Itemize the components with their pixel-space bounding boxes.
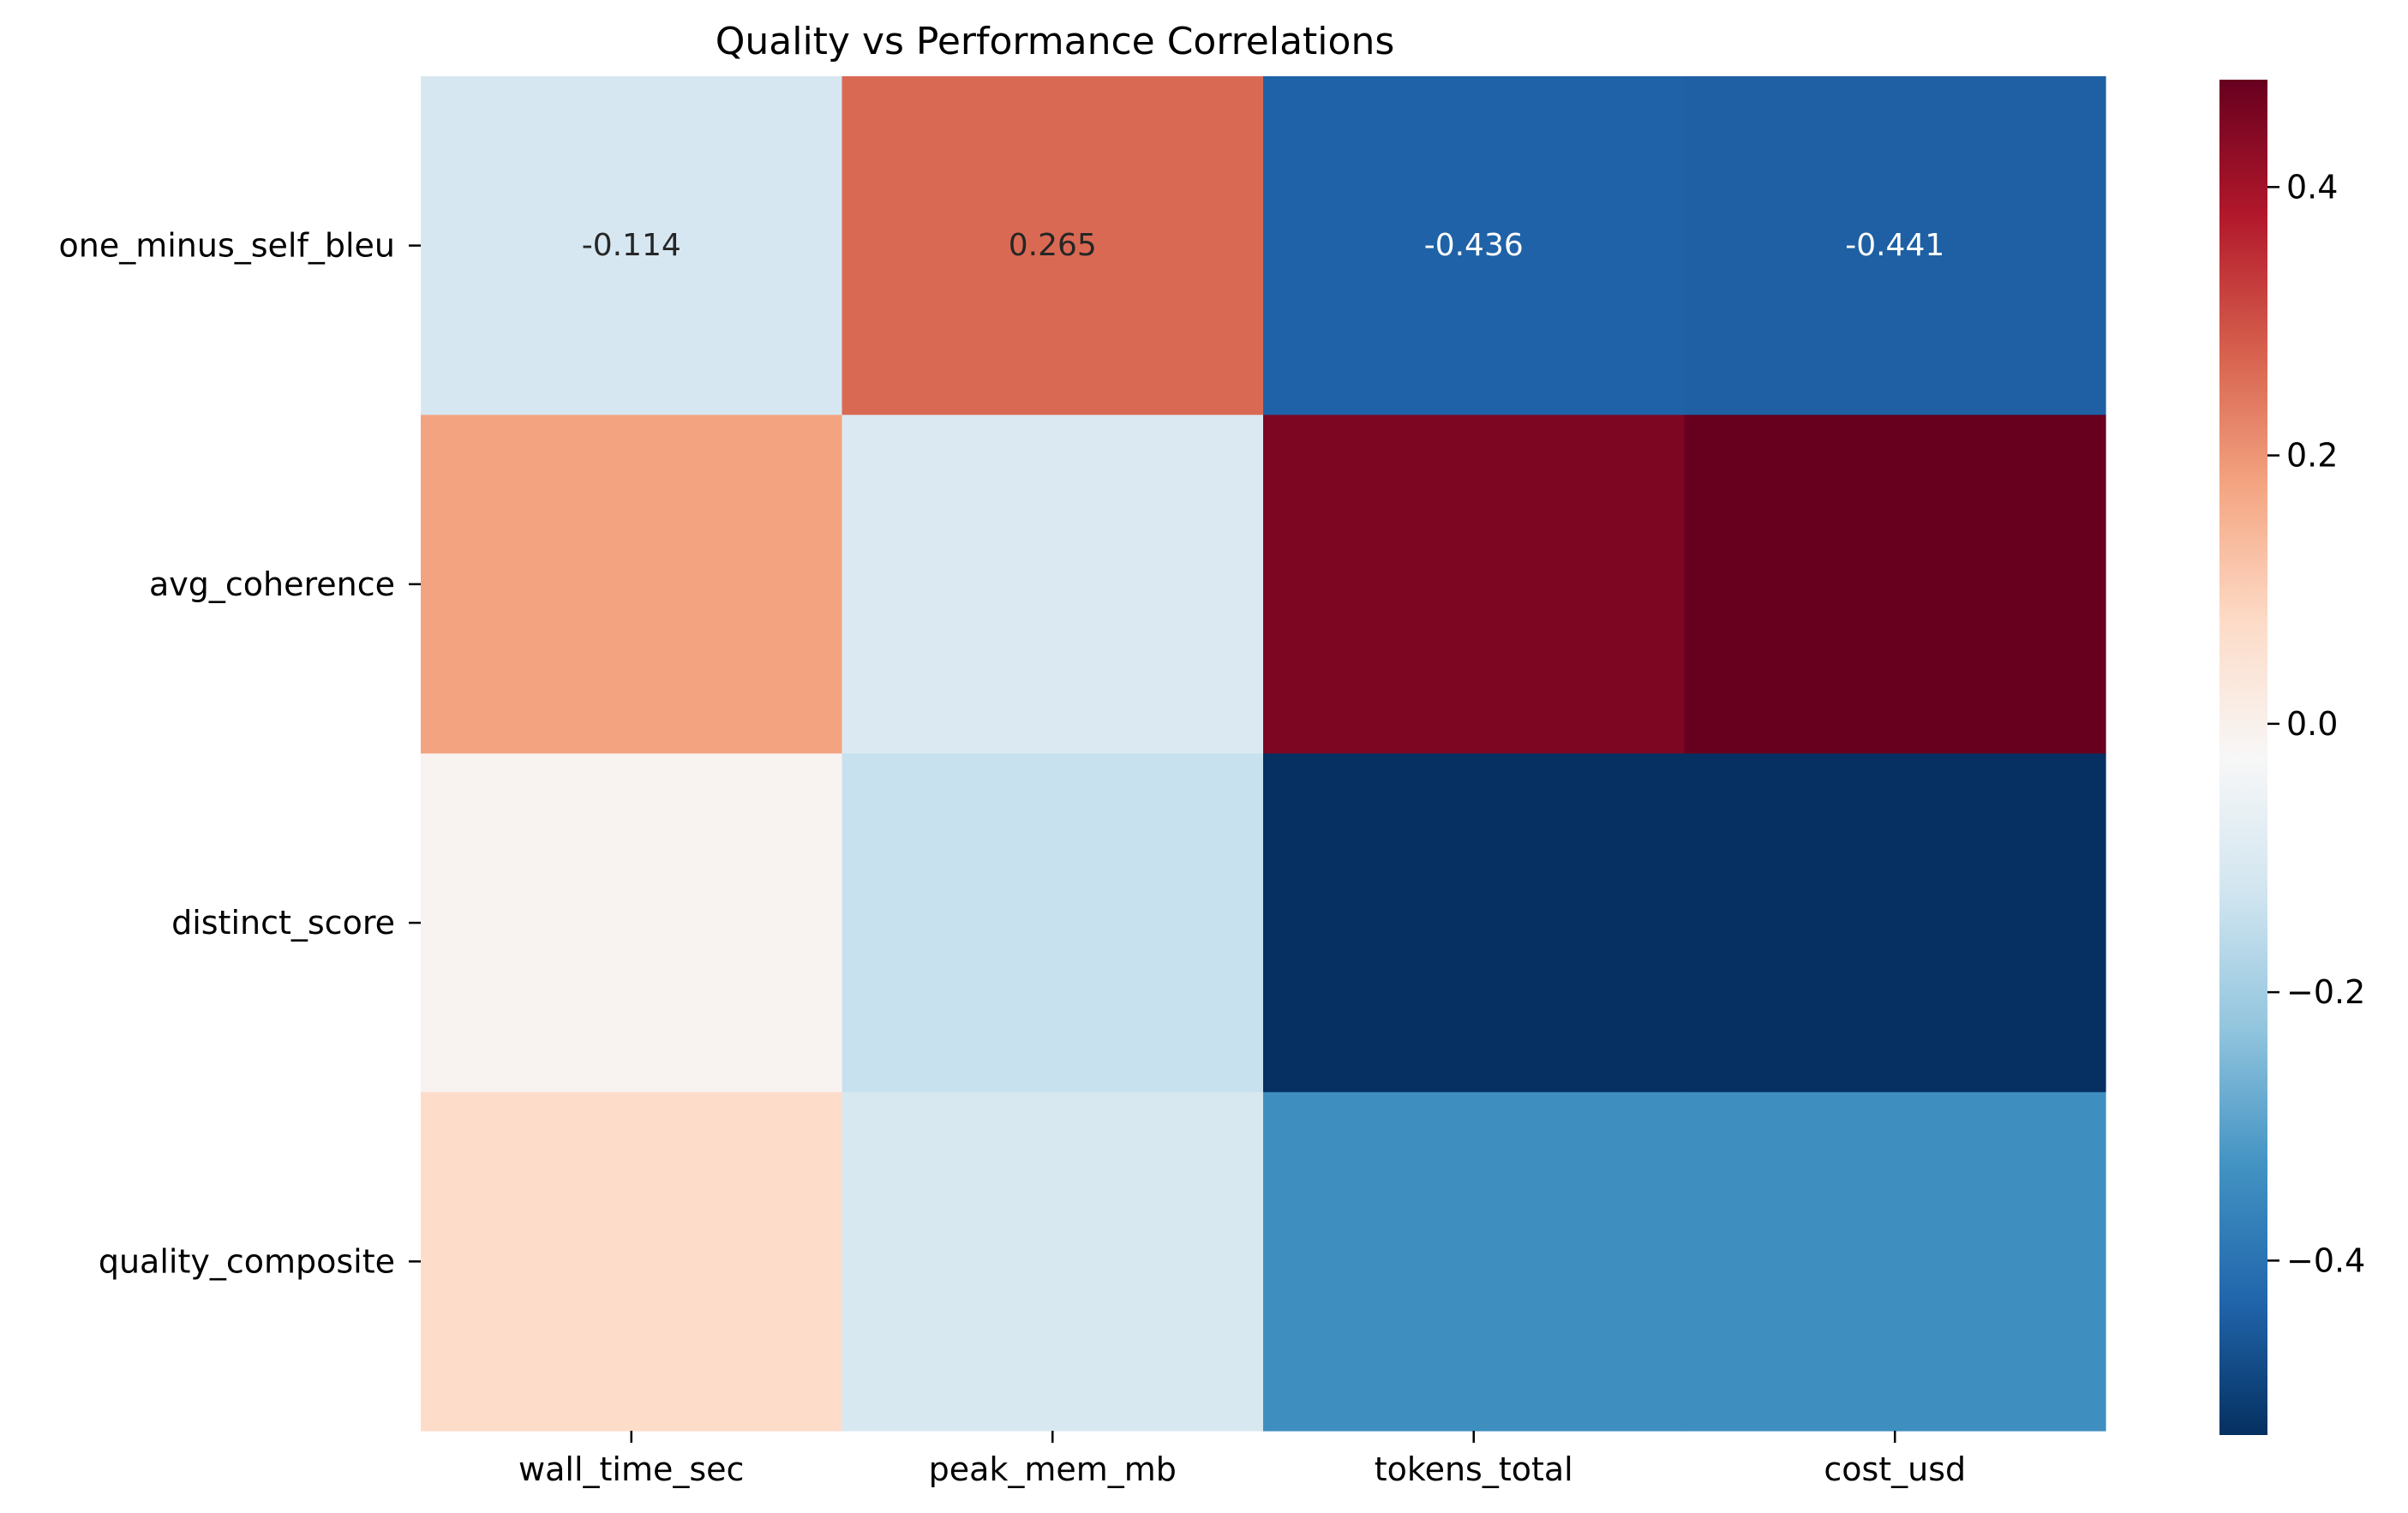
- colorbar-tick-label: −0.2: [2286, 973, 2365, 1011]
- heatmap-cell: [1684, 753, 2106, 1093]
- heatmap-cell: [1263, 753, 1686, 1093]
- heatmap-cell: [1684, 415, 2106, 755]
- x-tick-label: cost_usd: [1824, 1450, 1966, 1488]
- x-tick-label: tokens_total: [1375, 1450, 1573, 1488]
- cell-value-label: 0.265: [1009, 228, 1097, 263]
- colorbar-tick-label: 0.4: [2286, 168, 2338, 206]
- cell-value-label: -0.436: [1424, 228, 1524, 263]
- heatmap-cell: [421, 76, 843, 416]
- heatmap-cell: [842, 753, 1264, 1093]
- colorbar-gradient: [2219, 80, 2267, 1435]
- cell-value-label: -0.114: [582, 228, 681, 263]
- heatmap-cell: [842, 1091, 1264, 1432]
- y-tick-label: distinct_score: [171, 904, 395, 942]
- x-tick-label: peak_mem_mb: [929, 1450, 1177, 1488]
- cell-value-label: -0.441: [1845, 228, 1944, 263]
- colorbar: 0.4 0.2 0.0 −0.2 −0.4: [2219, 80, 2365, 1435]
- heatmap-cell: [421, 415, 843, 755]
- colorbar-tick-label: −0.4: [2286, 1241, 2365, 1279]
- heatmap-cell: [421, 1091, 843, 1432]
- heatmap-cell: [421, 753, 843, 1093]
- heatmap-cell: [1263, 415, 1686, 755]
- heatmap-cells: [421, 76, 2106, 1432]
- chart-title: Quality vs Performance Correlations: [716, 20, 1395, 63]
- cell-annotations: -0.114 0.265 -0.436 -0.441: [582, 228, 1945, 263]
- y-tick-label: one_minus_self_bleu: [58, 227, 395, 265]
- heatmap-cell: [1684, 1091, 2106, 1432]
- y-axis: one_minus_self_bleu avg_coherence distinct…: [58, 227, 421, 1280]
- y-tick-label: quality_composite: [99, 1242, 395, 1280]
- colorbar-ticks: 0.4 0.2 0.0 −0.2 −0.4: [2267, 168, 2365, 1279]
- heatmap-cell: [1684, 76, 2106, 416]
- x-tick-label: wall_time_sec: [518, 1450, 744, 1488]
- heatmap-cell: [842, 76, 1264, 416]
- colorbar-tick-label: 0.0: [2286, 705, 2338, 743]
- heatmap-cell: [842, 415, 1264, 755]
- y-tick-label: avg_coherence: [149, 565, 395, 603]
- heatmap-cell: [1263, 1091, 1686, 1432]
- heatmap-cell: [1263, 76, 1686, 416]
- x-axis: wall_time_sec peak_mem_mb tokens_total cost…: [518, 1431, 1966, 1488]
- colorbar-tick-label: 0.2: [2286, 437, 2338, 475]
